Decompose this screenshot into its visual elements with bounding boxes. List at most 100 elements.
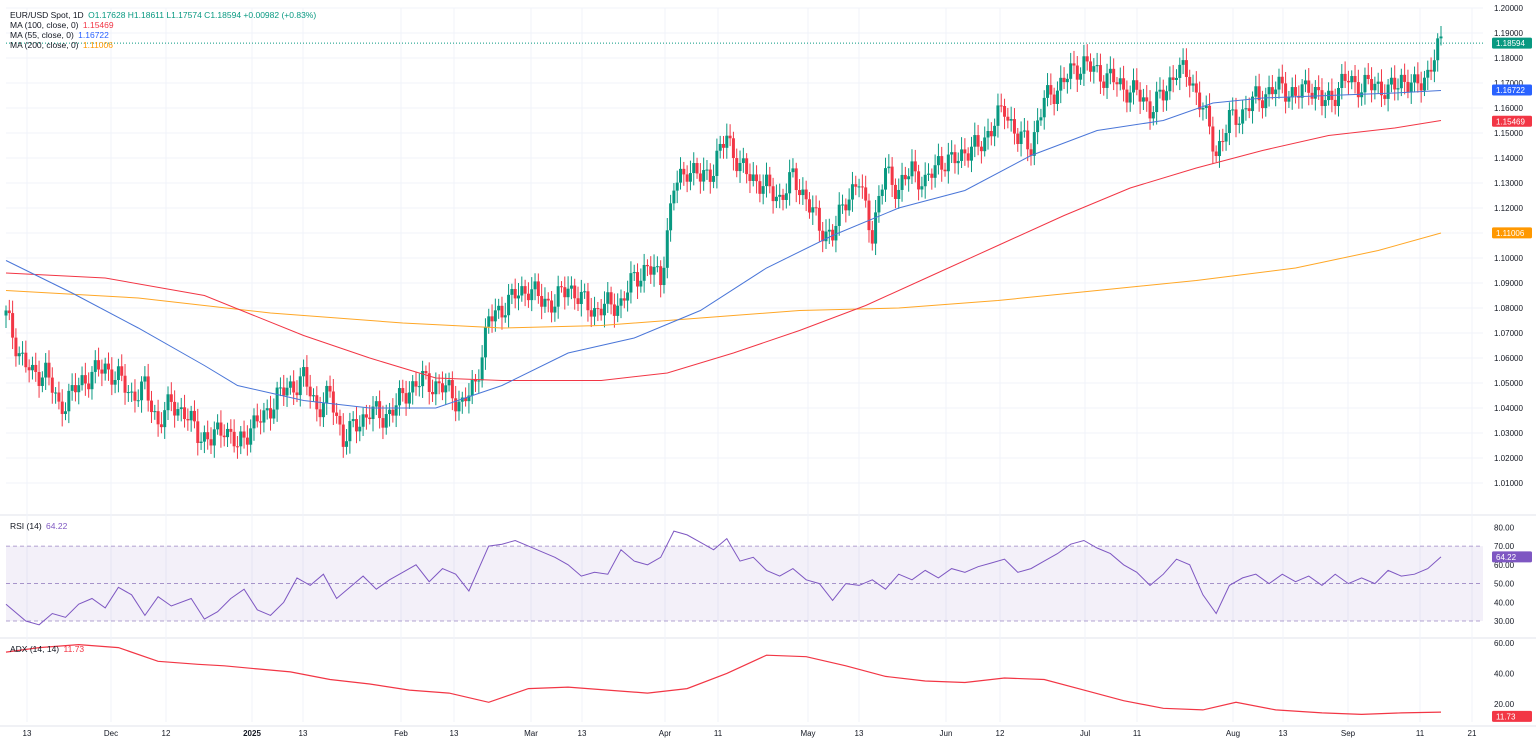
candle-body [1194,83,1198,93]
candle-body [652,266,656,275]
candle-body [583,291,587,293]
candle-body [60,401,64,414]
candle-body [884,168,888,190]
candle-body [606,292,610,304]
candle-body [847,199,851,211]
ma100-badge [1492,115,1532,127]
candle-body [1072,63,1076,66]
candle-body [302,367,306,377]
candle-body [444,385,448,393]
candle-body [136,400,140,402]
time-tick-label: 21 [1468,729,1477,738]
candle-body [1039,117,1043,121]
candle-body [183,407,187,420]
candle-body [596,308,600,310]
price-tick-label: 1.17000 [1494,79,1523,88]
candle-body [556,286,560,307]
candle-body [325,385,329,404]
candle-body [130,391,134,393]
candle-body [586,291,590,311]
candle-body [64,411,68,414]
candle-body [1363,74,1367,93]
candle-body [794,168,798,191]
candle-body [424,370,428,374]
candle-body [421,370,425,387]
candle-body [40,377,44,386]
candle-body [364,414,368,418]
candle-body [1333,99,1337,107]
candle-body [1356,82,1360,98]
candle-body [543,298,547,307]
ma55-line [5,90,1442,409]
rsi-badge-text: 64.22 [1496,553,1517,562]
rsi-pane [5,530,1483,626]
candle-body [1313,87,1317,99]
candle-body [946,154,950,172]
candle-body [206,432,210,440]
candle-body [530,289,534,301]
candle-body [328,385,332,392]
candle-body [1161,89,1165,101]
candle-body [629,273,633,293]
candle-body [173,401,177,416]
adx-badge-text: 11.73 [1496,712,1516,721]
candle-body [745,158,749,175]
candle-body [77,385,81,393]
candle-body [735,158,739,172]
candle-body [1264,94,1268,109]
candle-body [1062,77,1066,83]
price-tick-label: 1.12000 [1494,204,1523,213]
candle-body [166,394,170,411]
candle-body [741,158,745,164]
candle-body [285,387,289,396]
candle-body [695,163,699,174]
candle-body [295,392,299,396]
candle-body [870,230,874,244]
rsi-line [5,530,1442,626]
candle-body [440,383,444,393]
candle-body [1098,65,1102,82]
candle-body [216,422,220,430]
candle-body [427,373,431,392]
candle-body [1105,73,1109,88]
candle-body [1406,81,1410,93]
candle-body [850,184,854,200]
candle-body [682,168,686,175]
candle-body [940,156,944,170]
candle-body [235,446,239,448]
candle-body [414,381,418,387]
candle-body [110,369,114,385]
candle-body [593,308,597,317]
candle-body [1174,77,1178,80]
candle-body [563,287,567,298]
candle-body [120,366,124,376]
price-tick-label: 1.18000 [1494,54,1523,63]
candle-body [960,149,964,161]
price-tick-label: 1.20000 [1494,4,1523,13]
candle-body [477,380,481,382]
candle-body [100,369,104,374]
candle-body [1184,60,1188,77]
candle-body [1231,109,1235,111]
candle-body [1237,123,1241,125]
candle-body [1251,96,1255,112]
candle-body [1204,105,1208,109]
candle-body [1274,89,1278,95]
candle-body [90,371,94,390]
candle-body [814,207,818,209]
candle-body [1393,77,1397,90]
candle-body [692,163,696,174]
candle-body [725,135,729,148]
candle-body [404,393,408,404]
time-tick-label: Jul [1080,729,1090,738]
candle-body [1042,97,1046,118]
candle-body [1396,88,1400,90]
candle-body [1032,132,1036,156]
candle-body [103,363,107,374]
candle-body [698,173,702,182]
candle-body [394,405,398,416]
candle-body [1145,97,1149,102]
candle-body [758,181,762,194]
candle-body [146,376,150,401]
